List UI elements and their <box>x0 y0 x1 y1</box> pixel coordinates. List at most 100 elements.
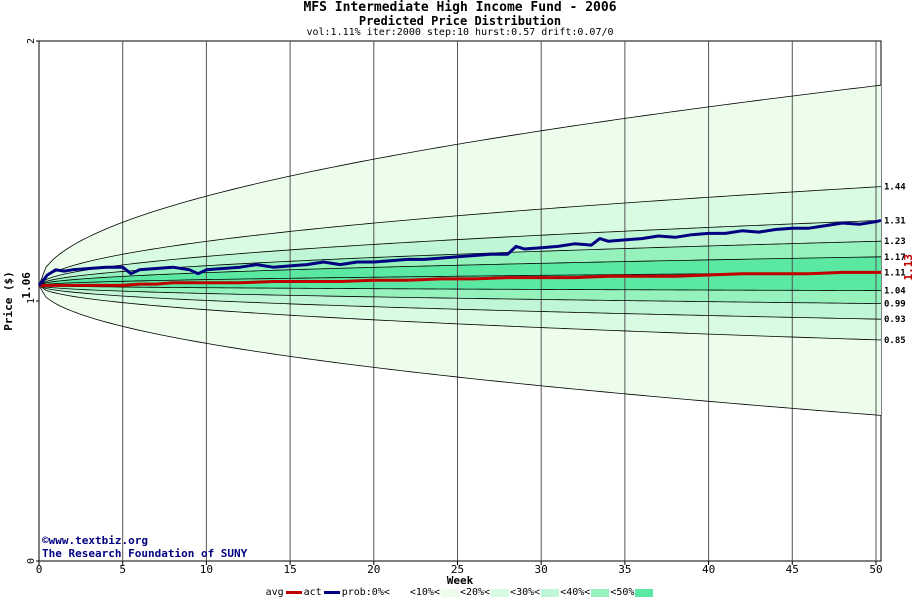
series-point-act <box>473 254 475 257</box>
x-tick-label-50: 50 <box>869 563 882 576</box>
series-point-act <box>741 230 743 232</box>
legend-swatch-6 <box>591 588 610 597</box>
series-point-avg <box>440 278 442 280</box>
x-tick-label-35: 35 <box>618 563 631 576</box>
x-tick-label-30: 30 <box>535 563 548 576</box>
series-point-act <box>490 253 492 255</box>
series-point-act <box>808 227 810 229</box>
series-point-act <box>875 221 877 223</box>
series-point-act <box>138 269 141 271</box>
series-point-act <box>507 253 509 255</box>
series-point-act <box>256 264 258 266</box>
percentile-curve-0 <box>38 84 882 286</box>
percentile-curve-9 <box>38 285 882 320</box>
percentile-curve-8 <box>38 285 882 304</box>
series-point-avg <box>473 278 475 280</box>
series-point-avg <box>105 284 107 286</box>
series-point-act <box>289 265 291 267</box>
x-tick-label-15: 15 <box>283 563 296 576</box>
series-point-avg <box>808 273 810 275</box>
series-point-avg <box>741 273 743 275</box>
x-tick-label-5: 5 <box>119 563 126 576</box>
series-point-avg <box>574 277 576 279</box>
series-point-avg <box>239 282 241 284</box>
percentile-curve-10 <box>38 285 882 341</box>
series-point-act <box>515 245 517 247</box>
series-point-act <box>791 227 793 229</box>
legend-label-0: avg <box>265 587 284 598</box>
percentile-curve-7 <box>38 285 882 292</box>
series-point-avg <box>373 279 375 281</box>
legend-swatch-1 <box>323 591 340 594</box>
series-point-act <box>339 264 341 266</box>
x-tick-label-0: 0 <box>36 563 43 576</box>
y-axis-label: Price ($) <box>2 271 15 331</box>
series-point-avg <box>880 271 882 273</box>
legend-label-4: <20%< <box>459 587 491 598</box>
series-point-avg <box>507 277 509 279</box>
series-point-avg <box>88 284 90 286</box>
percentile-label-1.23: 1.23 <box>884 237 906 247</box>
series-point-avg <box>55 284 57 286</box>
series-point-act <box>322 261 325 263</box>
x-tick-label-25: 25 <box>451 563 464 576</box>
series-point-act <box>122 266 124 268</box>
series-point-act <box>456 256 459 258</box>
start-value-label: 1.06 <box>20 272 33 299</box>
percentile-label-1.31: 1.31 <box>884 216 906 226</box>
x-tick-label-40: 40 <box>702 563 715 576</box>
series-point-act <box>774 228 777 231</box>
percentile-label-1.04: 1.04 <box>884 287 906 297</box>
chart-legend: avg act prob:0%< <10%< <20%< <30%< <40%< <50% <box>0 587 920 599</box>
legend-label-1: act <box>303 587 322 598</box>
series-point-avg <box>339 280 341 283</box>
percentile-label-1.17: 1.17 <box>884 253 906 263</box>
series-point-act <box>155 267 157 270</box>
series-point-avg <box>774 273 777 275</box>
series-point-avg <box>707 274 710 276</box>
legend-label-7: <50% <box>610 587 635 598</box>
credit-website: ©www.textbiz.org <box>42 534 148 547</box>
series-point-act <box>406 258 408 260</box>
percentile-label-0.93: 0.93 <box>884 315 906 325</box>
series-point-avg <box>841 271 844 273</box>
series-point-act <box>599 238 601 240</box>
series-line-act <box>37 218 882 287</box>
series-point-avg <box>138 283 141 285</box>
series-point-avg <box>540 277 542 279</box>
series-point-act <box>858 223 860 225</box>
series-point-act <box>239 266 241 268</box>
legend-label-3: <10%< <box>409 587 440 598</box>
legend-label-6: <40%< <box>560 587 591 598</box>
series-point-avg <box>172 282 174 284</box>
series-point-act <box>691 234 693 236</box>
series-point-act <box>356 261 358 263</box>
series-point-act <box>758 231 760 233</box>
series-point-avg <box>71 284 74 286</box>
series-point-act <box>373 261 375 263</box>
series-point-avg <box>306 280 308 283</box>
percentile-label-1.11: 1.11 <box>884 268 906 278</box>
series-point-act <box>197 273 199 275</box>
series-point-act <box>389 260 392 262</box>
series-point-act <box>63 270 65 272</box>
legend-swatch-7 <box>635 588 654 597</box>
credit-organization: The Research Foundation of SUNY <box>42 547 248 560</box>
series-point-avg <box>674 275 676 277</box>
y-tick-label-1: 1 <box>26 298 37 304</box>
legend-swatch-0 <box>285 591 302 594</box>
percentile-curve-1 <box>38 285 882 416</box>
series-point-avg <box>641 275 643 277</box>
legend-swatch-3 <box>440 588 459 597</box>
series-point-act <box>172 266 174 268</box>
series-point-act <box>540 247 542 249</box>
series-point-act <box>440 257 442 259</box>
series-point-act <box>674 236 676 238</box>
series-point-act <box>306 264 308 266</box>
percentile-curve-3 <box>38 220 882 286</box>
series-line-avg <box>39 270 881 287</box>
series-point-act <box>557 245 559 247</box>
chart-title: MFS Intermediate High Income Fund - 2006 <box>303 0 617 15</box>
series-point-act <box>46 274 48 276</box>
